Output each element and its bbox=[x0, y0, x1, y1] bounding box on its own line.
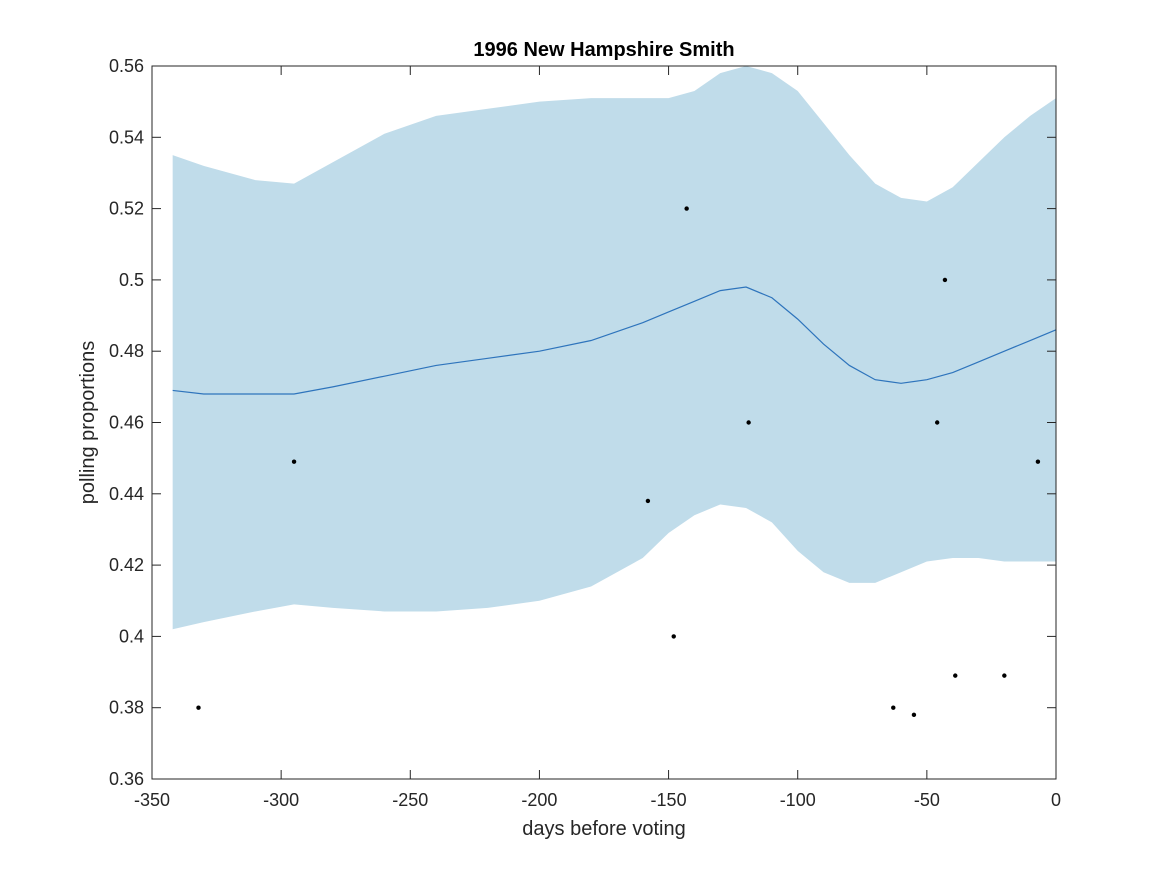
y-tick-label: 0.38 bbox=[109, 698, 144, 718]
x-tick-label: -200 bbox=[521, 790, 557, 810]
x-axis-label: days before voting bbox=[522, 818, 685, 840]
plot-layer bbox=[172, 66, 1057, 718]
y-tick-label: 0.56 bbox=[109, 56, 144, 76]
y-tick-label: 0.36 bbox=[109, 769, 144, 789]
x-tick-label: -150 bbox=[651, 790, 687, 810]
chart-title: 1996 New Hampshire Smith bbox=[473, 39, 734, 61]
y-tick-label: 0.48 bbox=[109, 341, 144, 361]
x-tick-label: -300 bbox=[263, 790, 299, 810]
x-tick-label: -350 bbox=[134, 790, 170, 810]
poll-point bbox=[196, 705, 201, 710]
poll-point bbox=[671, 634, 676, 639]
poll-point bbox=[934, 420, 940, 425]
y-tick-label: 0.42 bbox=[109, 555, 144, 575]
x-tick-label: -250 bbox=[392, 790, 428, 810]
y-tick-label: 0.44 bbox=[109, 484, 144, 504]
y-tick-label: 0.4 bbox=[119, 626, 144, 646]
x-tick-label: -50 bbox=[914, 790, 940, 810]
tick-layer: -350 -300 -250 -200 -150 -100 -50 0 0.36 0.38 0.4 0… bbox=[109, 56, 1061, 810]
poll-point bbox=[942, 277, 948, 283]
poll-point bbox=[953, 673, 958, 678]
y-axis-label: polling proportions bbox=[77, 341, 99, 504]
x-tick-label: 0 bbox=[1051, 790, 1061, 810]
y-tick-label: 0.46 bbox=[109, 413, 144, 433]
poll-point bbox=[1002, 673, 1007, 678]
mean-line bbox=[172, 286, 1057, 395]
poll-point bbox=[911, 712, 917, 718]
poll-point bbox=[1035, 459, 1041, 464]
poll-point bbox=[891, 705, 896, 710]
poll-point bbox=[746, 420, 751, 425]
poll-point bbox=[645, 498, 651, 504]
y-tick-label: 0.54 bbox=[109, 127, 144, 147]
poll-point bbox=[684, 206, 689, 211]
poll-point bbox=[291, 459, 297, 464]
y-tick-label: 0.5 bbox=[119, 270, 144, 290]
y-tick-label: 0.52 bbox=[109, 199, 144, 219]
x-tick-label: -100 bbox=[780, 790, 816, 810]
confidence-band bbox=[172, 66, 1056, 630]
